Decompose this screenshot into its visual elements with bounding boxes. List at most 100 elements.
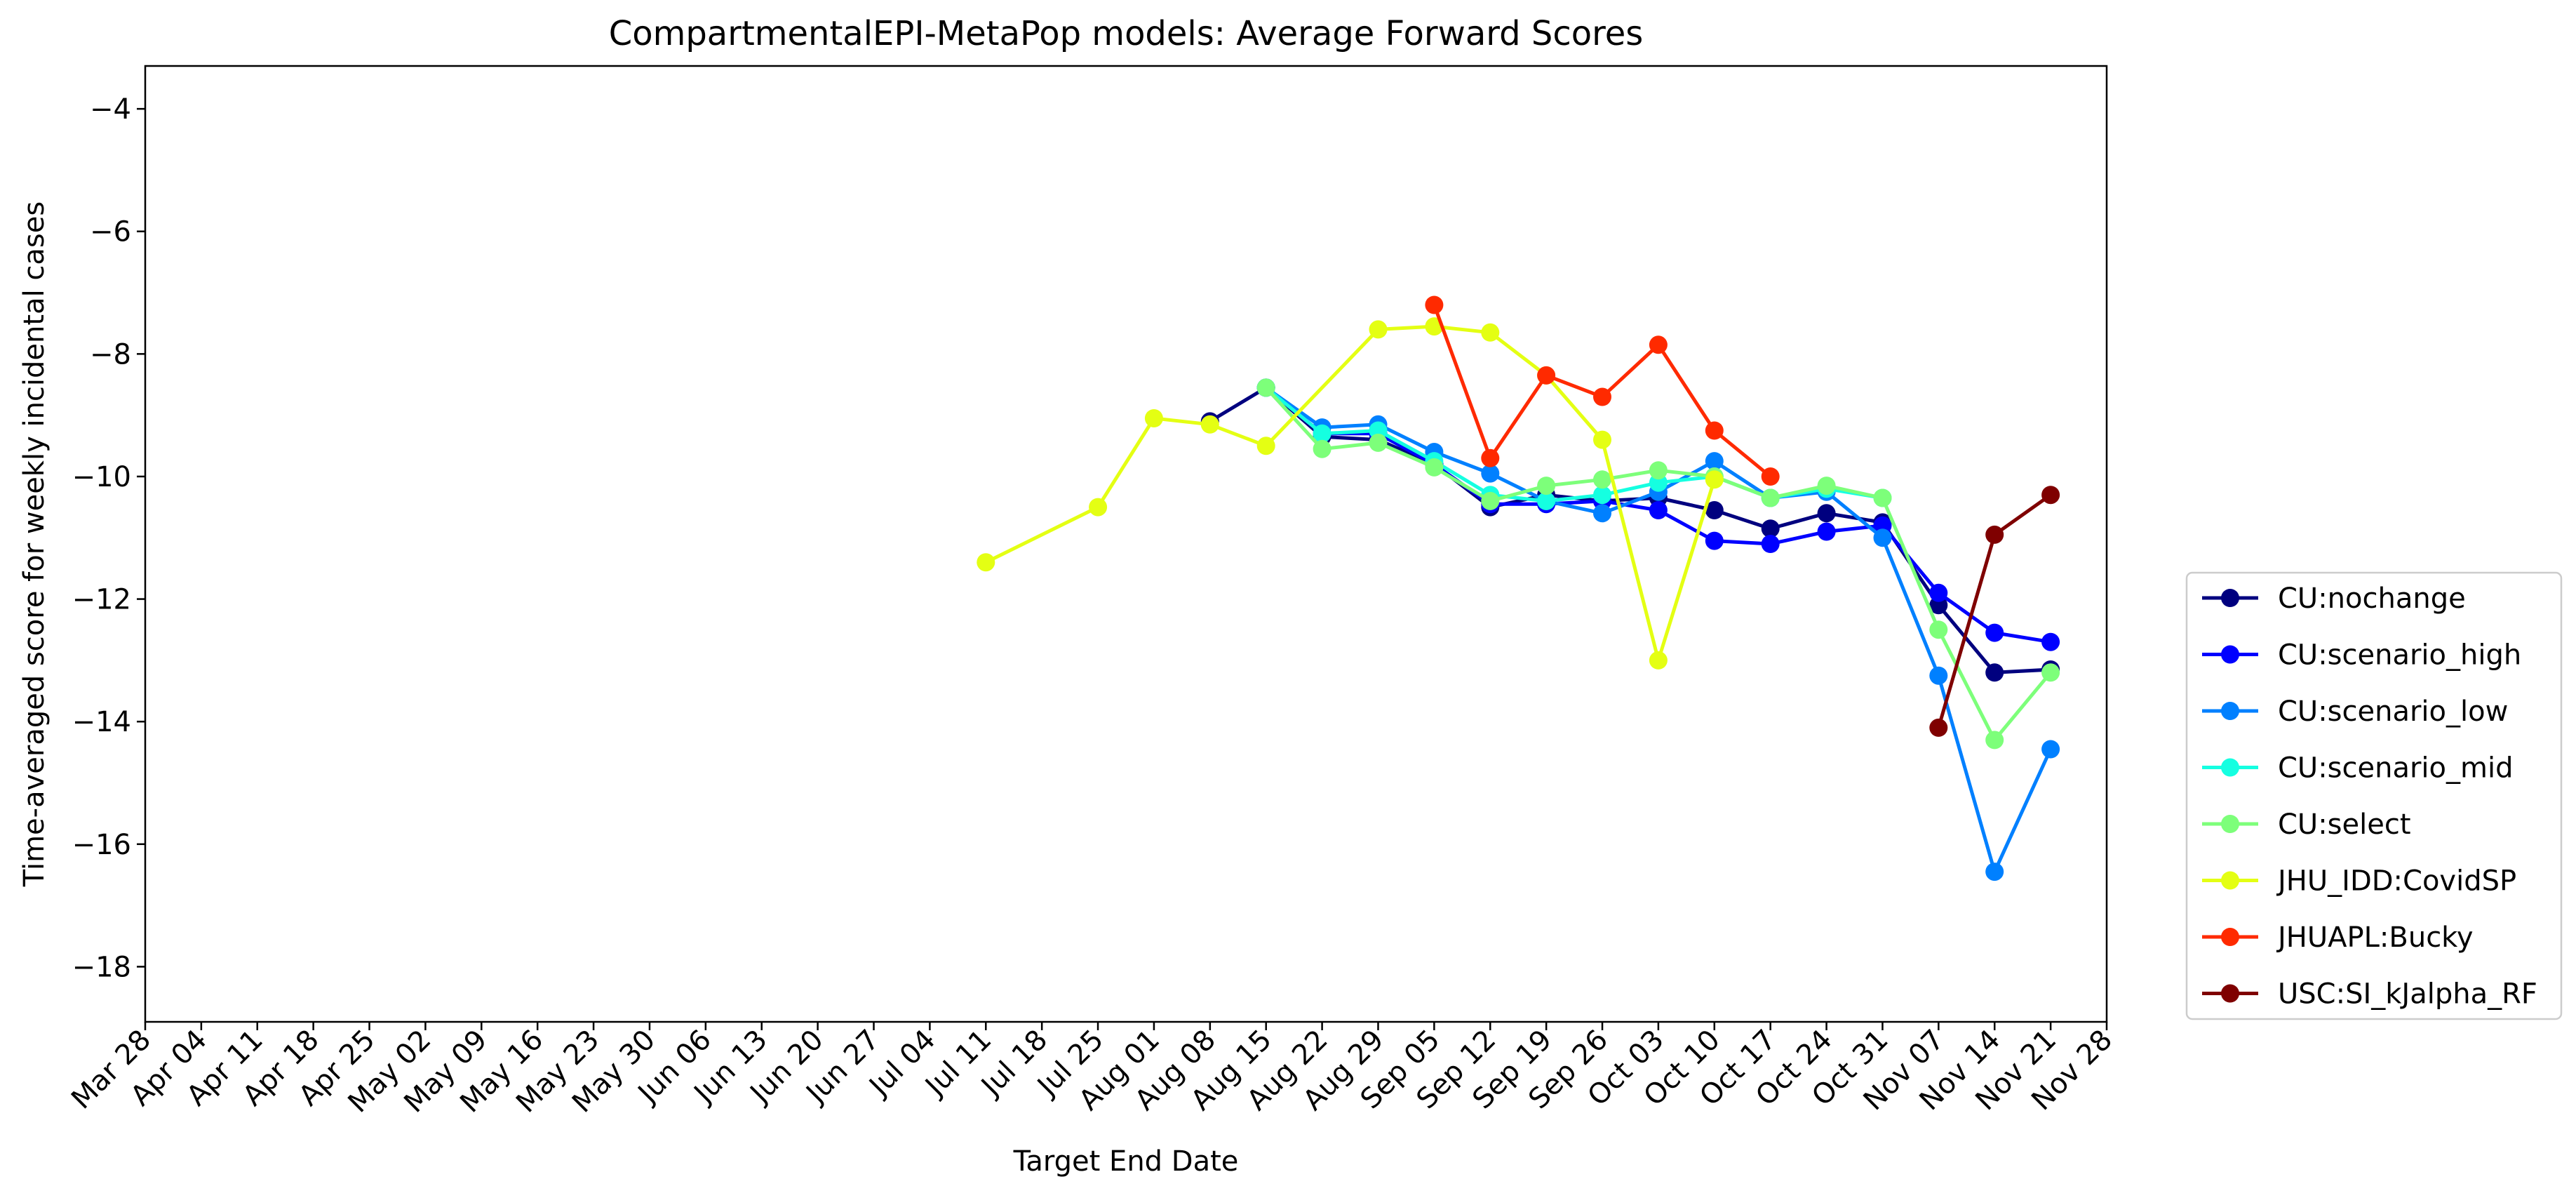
data-point: [1649, 501, 1668, 519]
legend-item: CU:scenario_high: [2202, 639, 2521, 672]
plot-area: [977, 295, 2060, 881]
legend-label: CU:select: [2278, 808, 2411, 841]
data-point: [1537, 491, 1556, 510]
data-point: [1929, 620, 1948, 639]
data-point: [1200, 415, 1219, 434]
data-point: [1985, 663, 2004, 682]
data-point: [1985, 863, 2004, 881]
legend-item: USC:SI_kJalpha_RF: [2202, 978, 2537, 1011]
data-point: [1144, 409, 1163, 427]
data-point: [1985, 623, 2004, 642]
series-JHUAPL:Bucky: [1425, 295, 1780, 486]
data-point: [1761, 488, 1780, 507]
legend-marker: [2221, 815, 2239, 833]
legend-label: JHUAPL:Bucky: [2276, 921, 2474, 954]
data-point: [1369, 433, 1388, 452]
data-point: [1929, 718, 1948, 737]
data-point: [1817, 504, 1836, 523]
series-JHU_IDD:CovidSP: [977, 317, 1724, 670]
legend-marker: [2221, 645, 2239, 664]
y-tick-label: −10: [72, 461, 131, 493]
data-point: [2041, 486, 2060, 505]
data-point: [1705, 470, 1724, 489]
data-point: [1817, 522, 1836, 541]
data-point: [1481, 464, 1500, 483]
y-tick-label: −14: [72, 706, 131, 738]
legend-item: CU:nochange: [2202, 583, 2466, 615]
data-point: [1593, 430, 1611, 449]
data-point: [1873, 528, 1892, 547]
data-point: [1761, 519, 1780, 538]
y-tick-label: −18: [72, 951, 131, 983]
data-point: [1425, 295, 1444, 314]
plot-frame: [144, 65, 2108, 1023]
data-point: [1593, 470, 1611, 489]
y-tick-label: −16: [72, 829, 131, 861]
legend-marker: [2221, 589, 2239, 607]
legend-item: JHU_IDD:CovidSP: [2202, 865, 2516, 898]
y-tick-label: −8: [90, 338, 131, 371]
data-point: [1817, 477, 1836, 495]
legend-marker: [2221, 758, 2239, 777]
data-point: [1761, 467, 1780, 486]
data-point: [2041, 663, 2060, 682]
legend-label: CU:scenario_high: [2278, 639, 2521, 672]
legend-label: CU:scenario_low: [2278, 695, 2508, 728]
legend-label: USC:SI_kJalpha_RF: [2278, 978, 2537, 1011]
legend-label: CU:nochange: [2278, 583, 2466, 615]
data-point: [1313, 439, 1331, 458]
data-point: [1649, 335, 1668, 354]
legend-label: JHU_IDD:CovidSP: [2276, 865, 2516, 898]
data-point: [1537, 366, 1556, 385]
legend-marker: [2221, 871, 2239, 890]
data-point: [1313, 424, 1331, 443]
data-point: [1256, 437, 1275, 455]
data-point: [1593, 504, 1611, 523]
data-point: [2041, 632, 2060, 651]
data-point: [1761, 535, 1780, 553]
data-point: [977, 553, 995, 572]
data-point: [1481, 448, 1500, 467]
data-point: [1929, 583, 1948, 602]
y-axis-label: Time-averaged score for weekly incidenta…: [18, 201, 51, 887]
data-point: [1705, 501, 1724, 519]
series-USC:SI_kJalpha_RF: [1929, 486, 2060, 737]
legend-marker: [2221, 928, 2239, 946]
series-line: [985, 324, 1717, 663]
legend-item: CU:select: [2202, 808, 2411, 841]
data-point: [1985, 731, 2004, 750]
chart-title: CompartmentalEPI-MetaPop models: Average…: [609, 14, 1644, 53]
data-point: [1705, 452, 1724, 471]
data-point: [1929, 666, 1948, 685]
data-point: [1649, 461, 1668, 480]
data-point: [1873, 488, 1892, 507]
legend-item: CU:scenario_low: [2202, 695, 2508, 728]
data-point: [1256, 378, 1275, 397]
x-axis-label: Target End Date: [1013, 1145, 1239, 1178]
y-axis-ticks: −4 −6 −8 −10 −12 −14 −16 −18: [72, 93, 145, 983]
legend-label: CU:scenario_mid: [2278, 752, 2514, 785]
data-point: [1481, 491, 1500, 510]
data-point: [1985, 525, 2004, 544]
y-tick-label: −4: [90, 93, 131, 126]
data-point: [1705, 421, 1724, 440]
data-point: [1481, 323, 1500, 342]
legend-item: JHUAPL:Bucky: [2202, 921, 2474, 954]
legend: CU:nochange CU:scenario_high CU:scenario_l…: [2185, 571, 2563, 1020]
data-point: [1705, 531, 1724, 550]
data-point: [1593, 387, 1611, 406]
y-tick-label: −12: [72, 584, 131, 616]
data-point: [1593, 486, 1611, 505]
legend-frame: [2185, 571, 2563, 1020]
legend-marker: [2221, 984, 2239, 1003]
legend-item: CU:scenario_mid: [2202, 752, 2514, 785]
legend-marker: [2221, 702, 2239, 720]
y-tick-label: −6: [90, 216, 131, 248]
data-point: [2041, 740, 2060, 759]
data-point: [1425, 458, 1444, 477]
data-point: [1369, 320, 1388, 339]
data-point: [1089, 498, 1108, 517]
data-point: [1537, 477, 1556, 495]
